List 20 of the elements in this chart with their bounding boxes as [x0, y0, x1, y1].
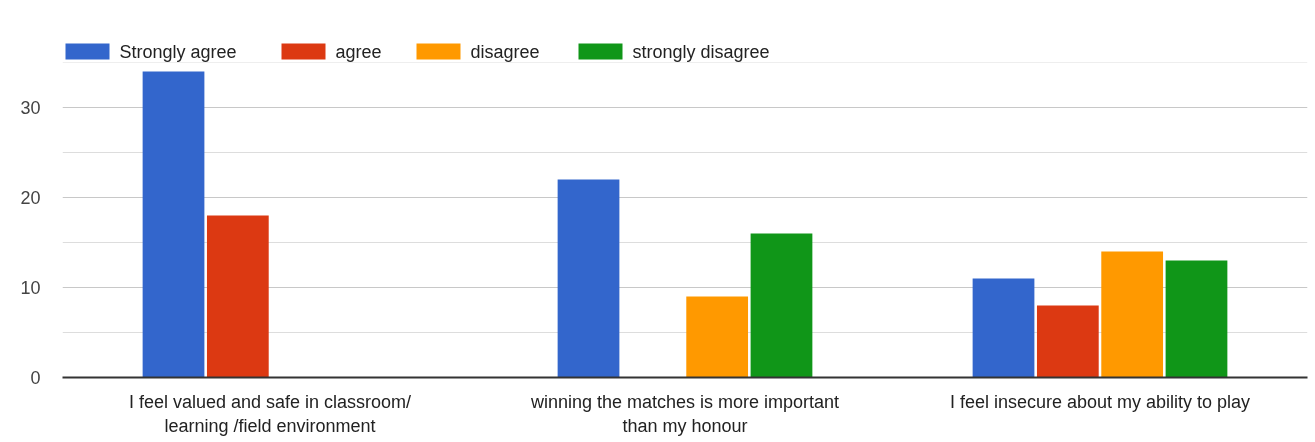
- legend-label: disagree: [470, 41, 540, 62]
- legend-label: strongly disagree: [632, 41, 770, 62]
- bar: [1165, 260, 1228, 378]
- bar: [686, 296, 749, 378]
- x-tick-label: I feel insecure about my ability to play: [949, 391, 1251, 412]
- bar: [1036, 305, 1099, 378]
- legend-label: Strongly agree: [119, 41, 237, 62]
- bar: [750, 233, 813, 378]
- x-tick-label: I feel valued and safe in classroom/ learning /field environment: [128, 391, 412, 436]
- bar: [972, 278, 1035, 378]
- bar: [206, 215, 269, 378]
- y-tick-label: 10: [20, 278, 41, 298]
- legend-label: agree: [335, 41, 382, 62]
- y-tick-label: 20: [20, 188, 41, 208]
- bar: [1101, 251, 1164, 378]
- y-tick-label: 0: [30, 368, 41, 388]
- x-tick-label: winning the matches is more important than my honour: [529, 391, 840, 436]
- bar: [142, 71, 205, 378]
- y-tick-label: 30: [20, 98, 41, 118]
- bar: [557, 179, 620, 378]
